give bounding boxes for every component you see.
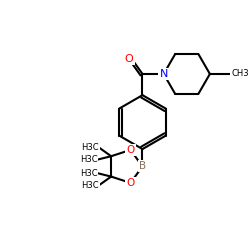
Text: O: O — [126, 145, 135, 155]
Text: H3C: H3C — [80, 155, 97, 164]
Text: O: O — [125, 54, 134, 64]
Text: H3C: H3C — [82, 181, 99, 190]
Text: CH3: CH3 — [231, 70, 249, 78]
Text: N: N — [160, 69, 168, 79]
Text: H3C: H3C — [80, 168, 97, 177]
Text: O: O — [126, 178, 135, 188]
Text: H3C: H3C — [82, 143, 99, 152]
Text: B: B — [139, 162, 146, 172]
